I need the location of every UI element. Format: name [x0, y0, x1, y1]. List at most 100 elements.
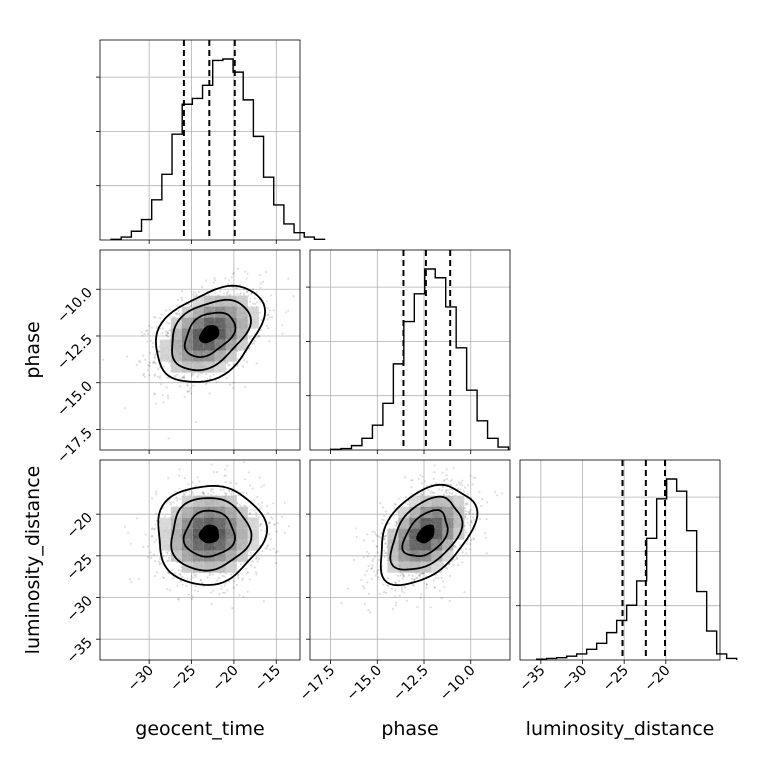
- joint-geocent-time-luminosity-distance-sample-point: [174, 490, 177, 493]
- joint-geocent-time-phase-sample-point: [259, 286, 262, 289]
- joint-phase-luminosity-distance-sample-point: [362, 585, 365, 588]
- joint-phase-luminosity-distance-density-cell: [420, 506, 432, 518]
- joint-phase-luminosity-distance-sample-point: [372, 557, 375, 560]
- hist-geocent-time-bin-11: [223, 59, 233, 240]
- joint-geocent-time-phase-sample-point: [169, 315, 172, 318]
- joint-geocent-time-luminosity-distance-sample-point: [191, 481, 194, 484]
- joint-phase-luminosity-distance-sample-point: [467, 510, 470, 513]
- joint-geocent-time-phase-sample-point: [250, 293, 253, 296]
- joint-geocent-time-phase-density-cell: [225, 306, 237, 318]
- joint-geocent-time-luminosity-distance-sample-point: [247, 471, 250, 474]
- joint-geocent-time-luminosity-distance-sample-point: [210, 602, 213, 606]
- joint-geocent-time-phase-sample-point: [281, 324, 284, 327]
- joint-phase-luminosity-distance-sample-point: [371, 559, 374, 562]
- joint-geocent-time-phase-sample-point: [258, 311, 261, 314]
- joint-geocent-time-phase-sample-point: [225, 293, 229, 296]
- joint-geocent-time-phase-density-cell: [247, 306, 259, 318]
- joint-phase-luminosity-distance-sample-point: [400, 585, 403, 588]
- joint-geocent-time-luminosity-distance-sample-point: [210, 591, 213, 594]
- joint-geocent-time-luminosity-distance-sample-point: [211, 488, 214, 491]
- joint-geocent-time-luminosity-distance-sample-point: [201, 581, 204, 585]
- joint-phase-luminosity-distance-sample-point: [466, 493, 470, 496]
- joint-phase-luminosity-distance-sample-point: [377, 575, 380, 579]
- hist-luminosity-distance-bin-6: [597, 643, 607, 660]
- joint-geocent-time-luminosity-distance-sample-point: [216, 579, 219, 582]
- joint-geocent-time-luminosity-distance-sample-point: [237, 576, 240, 579]
- joint-phase-luminosity-distance-sample-point: [450, 492, 453, 495]
- joint-geocent-time-phase-sample-point: [166, 332, 169, 335]
- joint-geocent-time-luminosity-distance-sample-point: [174, 572, 177, 575]
- hist-geocent-time-bin-6: [172, 134, 182, 240]
- joint-phase-luminosity-distance-sample-point: [376, 534, 379, 537]
- joint-phase-luminosity-distance-density-cell: [431, 561, 443, 573]
- joint-phase-luminosity-distance-sample-point: [418, 574, 421, 577]
- joint-geocent-time-luminosity-distance-sample-point: [267, 544, 270, 547]
- joint-phase-luminosity-distance-xtick-label-3: −10.0: [437, 663, 479, 705]
- hist-geocent-time-bin-20: [314, 239, 324, 240]
- joint-phase-luminosity-distance-sample-point: [443, 586, 446, 589]
- joint-geocent-time-luminosity-distance-density-cell: [192, 517, 204, 529]
- joint-geocent-time-luminosity-distance-sample-point: [172, 501, 175, 504]
- joint-phase-luminosity-distance-sample-point: [449, 483, 452, 486]
- joint-geocent-time-luminosity-distance-sample-point: [199, 579, 202, 582]
- joint-geocent-time-luminosity-distance-sample-point: [183, 492, 186, 495]
- joint-phase-luminosity-distance-sample-point: [441, 562, 445, 565]
- joint-geocent-time-luminosity-distance-sample-point: [272, 502, 275, 505]
- joint-phase-luminosity-distance-sample-point: [395, 522, 398, 525]
- joint-geocent-time-phase-density-cell: [170, 339, 182, 351]
- joint-geocent-time-luminosity-distance-sample-point: [177, 597, 180, 600]
- joint-geocent-time-phase-sample-point: [245, 277, 248, 280]
- joint-geocent-time-luminosity-distance-sample-point: [272, 547, 275, 550]
- joint-geocent-time-luminosity-distance-sample-point: [242, 595, 245, 598]
- joint-geocent-time-luminosity-distance-sample-point: [183, 477, 186, 480]
- joint-geocent-time-luminosity-distance-sample-point: [130, 581, 133, 584]
- joint-geocent-time-luminosity-distance-sample-point: [210, 493, 213, 497]
- joint-geocent-time-phase-sample-point: [176, 373, 179, 376]
- joint-geocent-time-luminosity-distance-sample-point: [260, 529, 263, 532]
- joint-phase-luminosity-distance-sample-point: [455, 483, 458, 487]
- joint-geocent-time-luminosity-distance-sample-point: [147, 545, 150, 548]
- joint-geocent-time-phase-sample-point: [246, 272, 249, 275]
- hist-phase-bin-5: [383, 403, 393, 450]
- joint-geocent-time-luminosity-distance-sample-point: [253, 509, 256, 512]
- joint-phase-luminosity-distance-sample-point: [371, 564, 374, 567]
- joint-geocent-time-phase-sample-point: [178, 314, 182, 317]
- joint-geocent-time-luminosity-distance-sample-point: [231, 607, 234, 610]
- joint-phase-luminosity-distance-sample-point: [416, 605, 419, 609]
- joint-geocent-time-phase-frame: [99, 249, 301, 451]
- joint-phase-luminosity-distance-sample-point: [425, 583, 428, 586]
- joint-geocent-time-phase-sample-point: [264, 271, 268, 274]
- joint-geocent-time-luminosity-distance-sample-point: [210, 463, 213, 466]
- joint-phase-luminosity-distance-sample-point: [419, 572, 422, 576]
- joint-geocent-time-luminosity-distance-plot-area: [124, 461, 291, 610]
- joint-phase-luminosity-distance-sample-point: [383, 549, 386, 552]
- joint-phase-luminosity-distance-sample-point: [422, 491, 425, 494]
- joint-geocent-time-luminosity-distance-sample-point: [151, 497, 154, 500]
- joint-phase-luminosity-distance-sample-point: [411, 479, 414, 482]
- joint-geocent-time-luminosity-distance-density-cell: [181, 561, 193, 573]
- joint-geocent-time-phase-sample-point: [158, 317, 161, 320]
- joint-geocent-time-luminosity-distance-sample-point: [241, 577, 244, 580]
- joint-phase-luminosity-distance-sample-point: [379, 536, 382, 539]
- hist-geocent-time-bin-5: [162, 174, 172, 240]
- joint-geocent-time-luminosity-distance-sample-point: [144, 533, 147, 536]
- joint-phase-luminosity-distance-sample-point: [362, 539, 365, 542]
- joint-geocent-time-luminosity-distance-sample-point: [262, 600, 265, 603]
- joint-phase-luminosity-distance-sample-point: [384, 535, 387, 538]
- joint-phase-luminosity-distance-sample-point: [368, 592, 371, 595]
- joint-phase-luminosity-distance-sample-point: [461, 561, 464, 564]
- joint-phase-luminosity-distance-sample-point: [396, 510, 399, 513]
- joint-geocent-time-phase-density-cell: [181, 317, 193, 329]
- joint-geocent-time-luminosity-distance-contour-2: [182, 509, 236, 558]
- joint-geocent-time-luminosity-distance-density-cell: [192, 539, 204, 551]
- joint-geocent-time-phase-sample-point: [164, 309, 167, 312]
- hist-luminosity-distance-bin-13: [667, 479, 677, 660]
- joint-geocent-time-luminosity-distance-sample-point: [264, 530, 267, 533]
- joint-geocent-time-luminosity-distance-sample-point: [180, 580, 183, 583]
- joint-phase-luminosity-distance-sample-point: [354, 527, 357, 530]
- joint-phase-luminosity-distance-sample-point: [459, 488, 462, 491]
- joint-geocent-time-luminosity-distance-sample-point: [219, 488, 222, 491]
- joint-geocent-time-phase-sample-point: [212, 373, 215, 376]
- joint-geocent-time-luminosity-distance-sample-point: [195, 573, 198, 576]
- joint-phase-luminosity-distance-sample-point: [425, 484, 428, 487]
